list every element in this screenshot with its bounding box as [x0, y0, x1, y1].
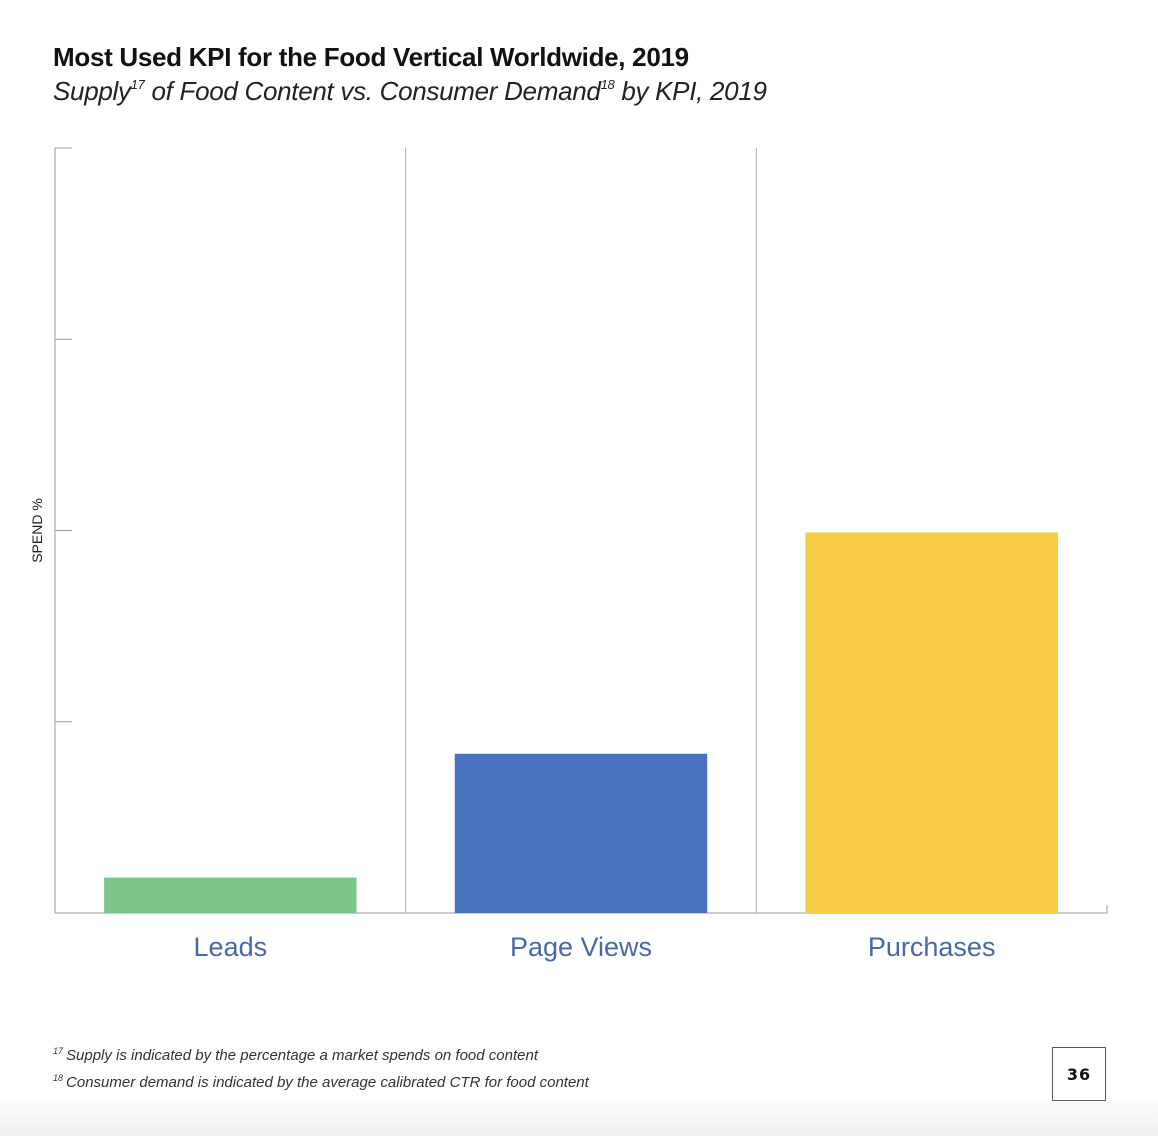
- x-tick-label: Page Views: [510, 932, 652, 962]
- footnote-number: 17: [53, 1046, 64, 1056]
- subtitle-text-1: Supply: [53, 76, 131, 106]
- footnote-17: 17 Supply is indicated by the percentage …: [53, 1040, 589, 1067]
- chart-title: Most Used KPI for the Food Vertical Worl…: [53, 42, 689, 72]
- footnotes: 17 Supply is indicated by the percentage …: [53, 1040, 589, 1094]
- subtitle-text-3: by KPI, 2019: [614, 76, 767, 106]
- subtitle-footnote-ref-17: 17: [130, 77, 145, 92]
- footnote-number: 18: [53, 1073, 64, 1083]
- x-tick-label: Leads: [194, 932, 268, 962]
- footnote-18: 18 Consumer demand is indicated by the av…: [53, 1067, 589, 1094]
- page-bottom-shadow: [0, 1096, 1158, 1136]
- footnote-text: Supply is indicated by the percentage a …: [66, 1047, 538, 1064]
- subtitle-footnote-ref-18: 18: [600, 77, 615, 92]
- x-tick-label: Purchases: [868, 932, 996, 962]
- subtitle-text-2: of Food Content vs. Consumer Demand: [144, 76, 601, 106]
- bar-leads: [104, 877, 357, 913]
- footnote-text: Consumer demand is indicated by the aver…: [66, 1074, 589, 1091]
- bar-purchases: [805, 532, 1058, 913]
- bar-chart: Leads Page Views Purchases SPEND %: [29, 147, 1108, 962]
- bar-page-views: [454, 753, 708, 913]
- y-axis-label: SPEND %: [29, 498, 45, 563]
- chart-subtitle: Supply17 of Food Content vs. Consumer De…: [53, 70, 767, 106]
- page-number: 36: [1052, 1047, 1106, 1101]
